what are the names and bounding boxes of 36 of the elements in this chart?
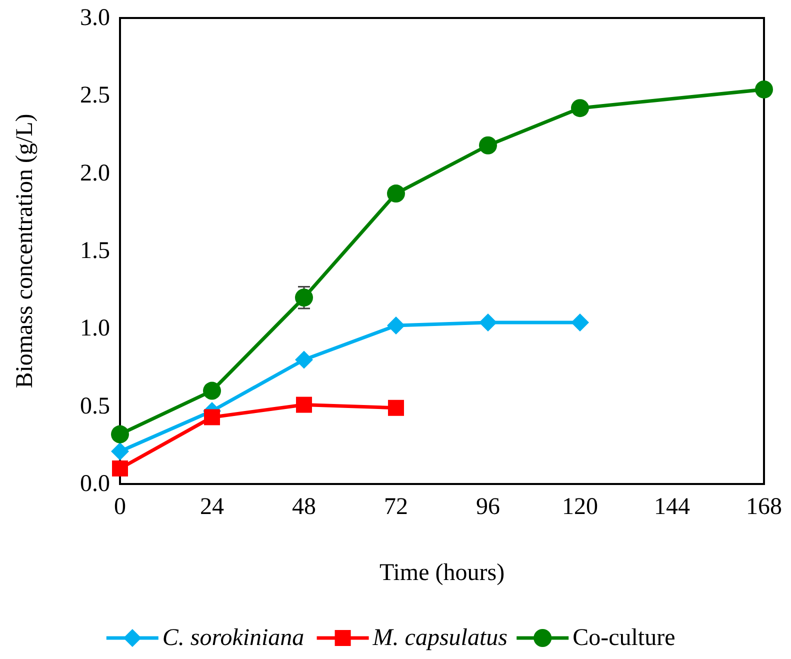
point <box>387 316 405 335</box>
point <box>387 184 405 203</box>
legend-label: C. sorokiniana <box>162 625 304 651</box>
x-tick-label: 48 <box>292 494 316 520</box>
x-axis-title: Time (hours) <box>379 560 505 586</box>
y-axis-title: Biomass concentration (g/L) <box>12 114 38 388</box>
point <box>112 460 128 476</box>
point <box>388 400 404 416</box>
point <box>571 313 589 332</box>
legend-label: Co-culture <box>572 625 676 651</box>
point <box>479 136 497 154</box>
y-tick-label: 3.0 <box>80 5 110 31</box>
y-tick-label: 1.5 <box>80 238 110 264</box>
x-tick-label: 24 <box>200 494 224 520</box>
x-tick-label: 0 <box>114 494 126 520</box>
point <box>571 99 589 118</box>
x-tick-label: 72 <box>384 494 408 520</box>
y-tick-label: 2.5 <box>80 82 110 109</box>
x-tick-label: 168 <box>746 494 782 520</box>
point <box>479 313 497 332</box>
point <box>204 409 220 426</box>
y-tick-label: 0.5 <box>80 393 110 420</box>
point <box>111 425 129 444</box>
legend-label: M. capsulatus <box>372 625 508 651</box>
point <box>111 442 129 460</box>
point <box>295 288 313 307</box>
point <box>295 350 313 369</box>
x-tick-label: 96 <box>476 494 500 520</box>
point <box>755 80 773 98</box>
y-tick-label: 1.0 <box>80 316 110 342</box>
x-tick-label: 120 <box>562 494 598 520</box>
y-tick-label: 0.0 <box>80 471 110 497</box>
point <box>203 382 221 400</box>
point <box>296 396 312 413</box>
x-tick-label: 144 <box>654 494 690 520</box>
y-tick-label: 2.0 <box>80 160 110 186</box>
